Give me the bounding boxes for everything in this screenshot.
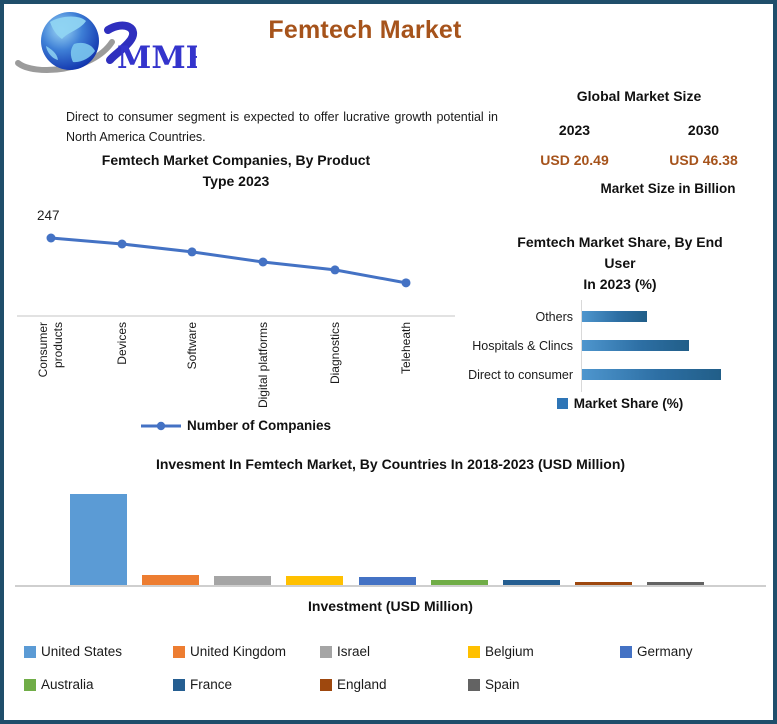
share-category-label: Direct to consumer [468, 367, 573, 382]
legend-swatch-icon [320, 645, 332, 658]
year-2030: 2030 [687, 122, 720, 138]
line-data-point [187, 247, 197, 257]
investment-legend: United States United Kingdom Israel Belgium… [24, 644, 759, 692]
line-category-label: Software [185, 322, 199, 370]
year-2023: 2023 [558, 122, 591, 138]
line-legend-marker-icon [140, 421, 181, 430]
companies-line-chart: Femtech Market Companies, By Product Typ… [15, 150, 457, 446]
legend-item-belgium: Belgium [468, 644, 620, 659]
globe-icon: MMR [15, 12, 212, 76]
investment-bar-france [502, 580, 560, 585]
line-category-label: Consumer products [36, 322, 65, 378]
share-row: Hospitals & Clincs [468, 331, 772, 360]
logo-text: MMR [117, 40, 197, 76]
line-x-axis-labels: Consumer products Devices Software Digital … [15, 322, 457, 418]
share-legend-swatch-icon [556, 398, 568, 409]
share-category-label: Others [535, 309, 573, 324]
legend-item-germany: Germany [620, 644, 759, 659]
investment-bar-united-states [70, 494, 127, 585]
legend-item-united-kingdom: United Kingdom [173, 644, 320, 659]
line-data-point [46, 233, 56, 243]
legend-label: Belgium [485, 644, 534, 659]
legend-swatch-icon [620, 645, 632, 658]
legend-item-israel: Israel [320, 644, 468, 659]
legend-swatch-icon [468, 645, 480, 658]
legend-swatch-icon [173, 678, 185, 691]
investment-plot-area [15, 494, 766, 587]
share-bar [582, 311, 647, 322]
line-plot [17, 233, 455, 317]
legend-label: France [190, 677, 233, 692]
market-size-years: 2023 2030 [510, 122, 768, 138]
value-2023: USD 20.49 [540, 152, 609, 168]
market-size-values: USD 20.49 USD 46.38 [510, 152, 768, 168]
share-bar [582, 369, 721, 380]
investment-bar-israel [214, 576, 272, 585]
legend-label: Spain [485, 677, 520, 692]
line-category-label: Digital platforms [256, 322, 270, 409]
legend-item-australia: Australia [24, 677, 173, 692]
legend-label: Germany [637, 644, 693, 659]
share-chart-title: Femtech Market Share, By End User In 202… [517, 234, 723, 292]
line-data-point [117, 239, 127, 249]
companies-line-series [50, 236, 407, 285]
investment-x-axis-label: Investment (USD Million) [308, 598, 473, 614]
investment-bar-spain [647, 582, 704, 585]
legend-swatch-icon [24, 645, 36, 658]
share-y-axis-line [581, 300, 582, 392]
investment-bar-germany [358, 577, 416, 585]
legend-label: United States [41, 644, 123, 659]
market-size-title: Global Market Size [576, 88, 702, 104]
line-category-label: Devices [115, 322, 129, 365]
legend-item-spain: Spain [468, 677, 620, 692]
line-category-label: Teleheath [399, 322, 413, 375]
share-row: Direct to consumer [468, 360, 772, 389]
legend-swatch-icon [173, 645, 185, 658]
line-legend-label: Number of Companies [186, 418, 332, 433]
legend-label: England [337, 677, 387, 692]
value-2030: USD 46.38 [669, 152, 738, 168]
legend-swatch-icon [24, 678, 36, 691]
companies-chart-title: Femtech Market Companies, By Product Typ… [101, 152, 371, 189]
legend-item-united-states: United States [24, 644, 173, 659]
share-category-label: Hospitals & Clincs [472, 338, 573, 353]
page-title: Femtech Market [268, 16, 462, 44]
intro-text: Direct to consumer segment is expected t… [66, 109, 498, 144]
investment-bar-australia [430, 580, 488, 585]
share-legend-label: Market Share (%) [573, 396, 684, 411]
legend-swatch-icon [468, 678, 480, 691]
line-category-label: Diagnostics [328, 322, 342, 385]
share-bar [582, 340, 689, 351]
investment-bar-chart: Invesment In Femtech Market, By Countrie… [15, 456, 766, 692]
legend-swatch-icon [320, 678, 332, 691]
investment-bar-england [574, 582, 632, 585]
legend-label: Israel [337, 644, 371, 659]
share-legend: Market Share (%) [468, 396, 772, 411]
line-data-point [330, 265, 340, 275]
line-first-point-label: 247 [37, 208, 60, 223]
legend-label: United Kingdom [190, 644, 287, 659]
legend-item-france: France [173, 677, 320, 692]
legend-label: Australia [41, 677, 94, 692]
line-legend: Number of Companies [15, 418, 457, 433]
legend-item-england: England [320, 677, 468, 692]
market-share-chart: Femtech Market Share, By End User In 202… [468, 232, 772, 422]
share-bars: Others Hospitals & Clincs Direct to consum… [468, 302, 772, 389]
investment-chart-title: Invesment In Femtech Market, By Countrie… [155, 456, 626, 472]
global-market-size-panel: Global Market Size 2023 2030 USD 20.49 U… [510, 88, 768, 196]
line-data-point [401, 278, 411, 288]
investment-bar-belgium [286, 576, 344, 585]
share-row: Others [468, 302, 772, 331]
investment-bar-united-kingdom [142, 575, 200, 585]
market-size-caption: Market Size in Billion [600, 181, 736, 196]
mmr-logo: MMR [12, 8, 212, 76]
line-data-point [258, 257, 268, 267]
